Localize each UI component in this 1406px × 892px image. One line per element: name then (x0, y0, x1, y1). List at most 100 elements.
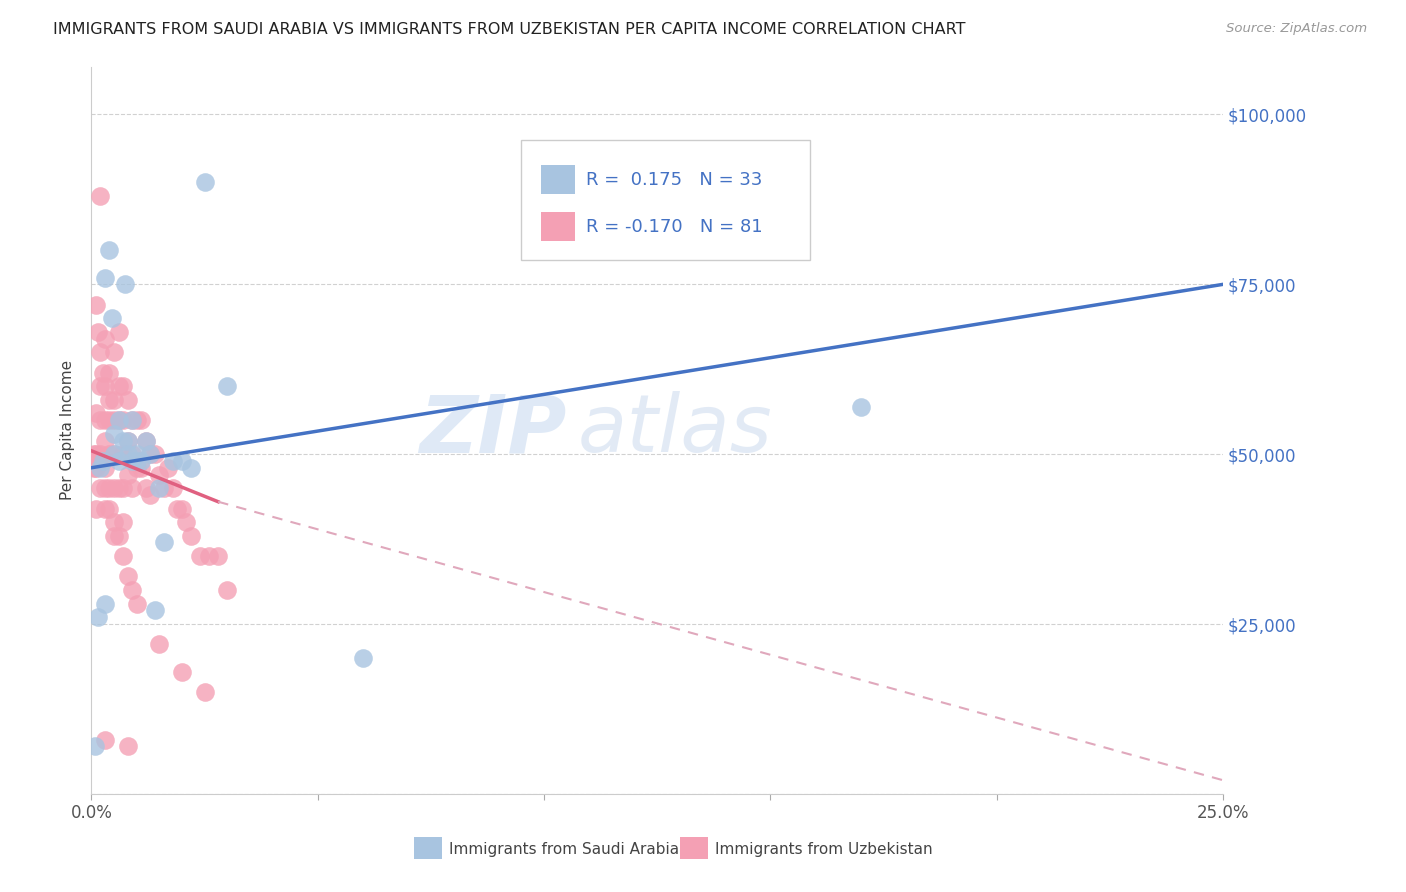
Point (98, 447, 121, 461)
Point (103, 529, 125, 543)
Point (107, 481, 129, 495)
Text: atlas: atlas (578, 392, 773, 469)
Point (112, 379, 135, 393)
Point (94, 460, 117, 475)
Point (129, 460, 152, 475)
Point (180, 529, 202, 543)
Point (100, 311, 122, 326)
Point (139, 488, 162, 502)
Text: Source: ZipAtlas.com: Source: ZipAtlas.com (1226, 22, 1367, 36)
Point (107, 529, 129, 543)
Bar (541, 212, 575, 242)
Text: Immigrants from Uzbekistan: Immigrants from Uzbekistan (716, 842, 932, 856)
Point (83, 460, 105, 475)
Point (117, 467, 139, 482)
Point (352, 651, 374, 665)
Point (84, 406, 107, 420)
Point (117, 392, 139, 407)
Point (98, 481, 121, 495)
Point (117, 447, 139, 461)
Point (188, 549, 211, 563)
Point (153, 535, 176, 549)
Point (94, 332, 117, 346)
Point (103, 447, 125, 461)
Point (84, 739, 107, 754)
Point (103, 426, 125, 441)
Point (94, 434, 117, 448)
Bar (541, 165, 575, 194)
Point (125, 413, 148, 427)
Point (193, 685, 217, 699)
Point (84, 501, 107, 516)
Text: ZIP: ZIP (419, 392, 567, 469)
Point (121, 481, 143, 495)
Point (121, 447, 143, 461)
Point (98, 366, 121, 380)
Point (84, 460, 107, 475)
Point (117, 434, 139, 448)
Point (135, 434, 157, 448)
Point (103, 515, 125, 529)
Point (143, 447, 166, 461)
Bar (681, 838, 709, 859)
Point (125, 447, 148, 461)
Point (103, 481, 125, 495)
Point (87, 325, 110, 339)
Point (121, 582, 143, 597)
Point (143, 603, 166, 617)
Point (139, 447, 162, 461)
Point (207, 549, 229, 563)
Point (103, 345, 125, 359)
Point (107, 413, 129, 427)
Point (87, 610, 110, 624)
Point (166, 501, 188, 516)
Point (107, 379, 129, 393)
Point (103, 413, 125, 427)
Bar (413, 838, 443, 859)
Point (103, 392, 125, 407)
Point (94, 597, 117, 611)
Point (121, 454, 143, 468)
Point (83, 447, 105, 461)
Point (94, 732, 117, 747)
Point (162, 481, 184, 495)
Text: R = -0.170   N = 81: R = -0.170 N = 81 (586, 218, 762, 235)
Point (170, 665, 193, 679)
Point (135, 481, 157, 495)
Point (94, 413, 117, 427)
Point (107, 325, 129, 339)
Point (217, 379, 239, 393)
Point (94, 270, 117, 285)
Text: IMMIGRANTS FROM SAUDI ARABIA VS IMMIGRANTS FROM UZBEKISTAN PER CAPITA INCOME COR: IMMIGRANTS FROM SAUDI ARABIA VS IMMIGRAN… (53, 22, 966, 37)
Point (157, 460, 180, 475)
Point (89, 379, 111, 393)
Point (117, 739, 139, 754)
Point (198, 549, 221, 563)
Point (112, 481, 135, 495)
Point (98, 392, 121, 407)
Point (170, 501, 193, 516)
FancyBboxPatch shape (522, 139, 810, 260)
Point (89, 413, 111, 427)
Point (125, 597, 148, 611)
Point (153, 481, 176, 495)
Point (89, 481, 111, 495)
Point (91, 454, 114, 468)
Point (117, 569, 139, 583)
Point (180, 460, 202, 475)
Point (176, 515, 198, 529)
Point (89, 345, 111, 359)
Point (112, 447, 135, 461)
Point (89, 447, 111, 461)
Point (103, 447, 125, 461)
Point (121, 413, 143, 427)
Point (94, 501, 117, 516)
Point (117, 434, 139, 448)
Point (129, 454, 152, 468)
Point (148, 481, 170, 495)
Point (112, 434, 135, 448)
Point (84, 298, 107, 312)
Point (112, 413, 135, 427)
Point (114, 277, 136, 292)
Point (84, 447, 107, 461)
